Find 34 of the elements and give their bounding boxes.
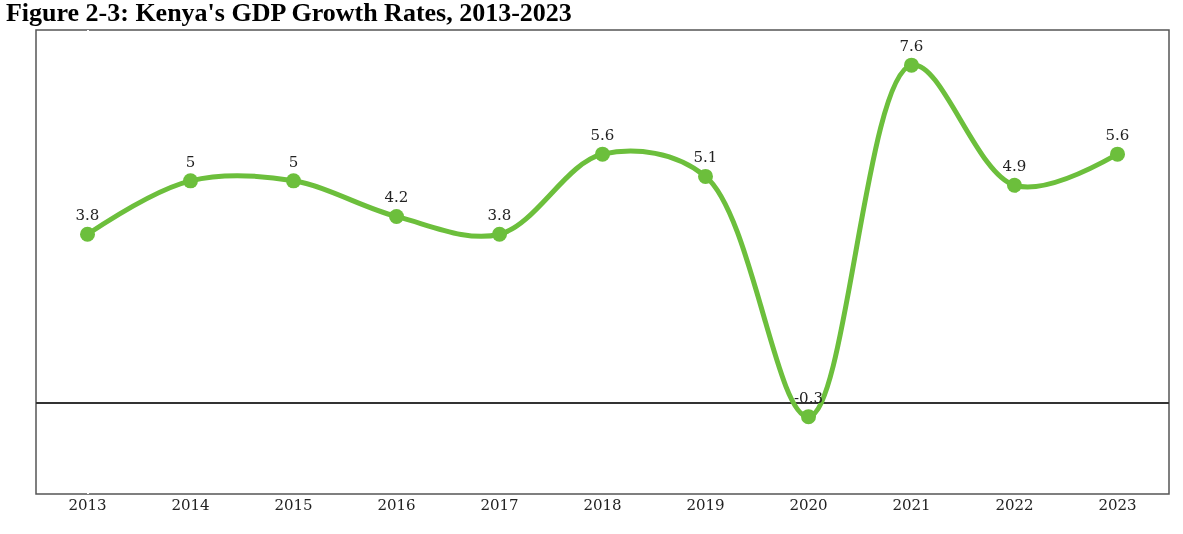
chart-title: Figure 2-3: Kenya's GDP Growth Rates, 2013-2023: [5, 0, 572, 27]
x-tick-label: 2019: [686, 496, 725, 514]
data-label: 5.6: [590, 126, 615, 145]
point: [1110, 146, 1125, 162]
x-tick-label: 2016: [377, 496, 416, 514]
x-tick-label: 2014: [171, 496, 210, 514]
data-label: 3.8: [75, 206, 100, 225]
point: [904, 57, 919, 73]
x-tick-label: 2022: [995, 496, 1034, 514]
data-label: 5: [288, 152, 299, 171]
data-label: 7.6: [899, 37, 924, 56]
x-tick-label: 2013: [68, 496, 107, 514]
x-tick-label: 2023: [1098, 496, 1137, 514]
point: [1007, 177, 1022, 193]
data-label: 4.2: [384, 188, 409, 207]
point: [595, 146, 610, 162]
point: [389, 208, 404, 224]
data-label: 5.6: [1105, 126, 1130, 145]
x-tick-label: 2015: [274, 496, 313, 514]
x-tick-label: 2021: [892, 496, 931, 514]
data-label: 5.1: [693, 148, 718, 167]
point: [801, 409, 816, 425]
point: [698, 168, 713, 184]
x-tick-label: 2018: [583, 496, 622, 514]
x-tick-label: 2020: [789, 496, 828, 514]
data-label: -0.3: [794, 388, 823, 407]
point: [286, 173, 301, 189]
point: [80, 226, 95, 242]
data-label: 4.9: [1002, 157, 1027, 176]
data-label: 5: [185, 152, 196, 171]
x-tick-label: 2017: [480, 496, 519, 514]
point: [492, 226, 507, 242]
point: [183, 173, 198, 189]
data-label: 3.8: [487, 206, 512, 225]
